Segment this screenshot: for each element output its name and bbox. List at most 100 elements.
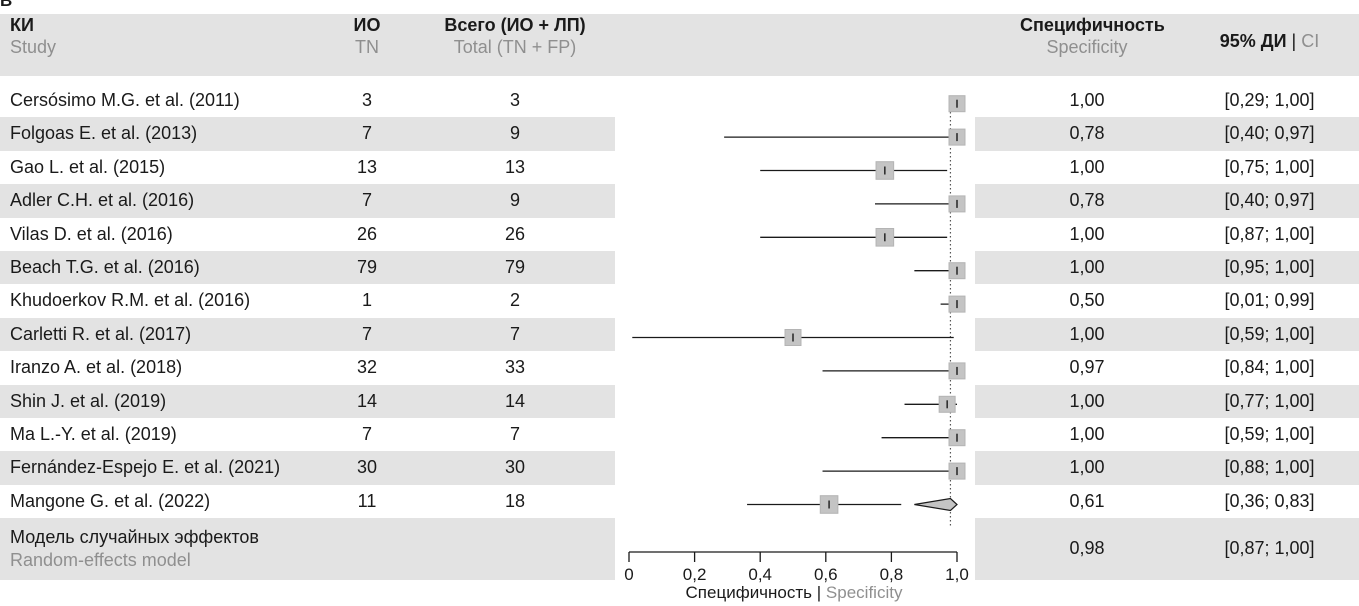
study-name: Cersósimo M.G. et al. (2011) [10,90,240,110]
summary-diamond [914,497,958,512]
table-row: Carletti R. et al. (2017) 7 7 1,00 [0,59; 1,… [0,317,1359,352]
ci-value: [0,75; 1,00] [1224,156,1315,177]
specificity-value: 1,00 [1069,457,1105,478]
ci-value: [0,01; 0,99] [1224,290,1315,311]
table-row: Vilas D. et al. (2016) 26 26 1,00 [0,87; 1,0… [0,218,1359,251]
table-row: Folgoas E. et al. (2013) 7 9 0,78 [0,40; 0,9… [0,117,1359,151]
specificity-value: 0,78 [1069,123,1105,144]
model-band-left [0,518,615,580]
ci-value: [0,84; 1,00] [1224,357,1315,378]
ci-value: [0,36; 0,83] [1224,490,1315,511]
ci-value: [0,88; 1,00] [1224,457,1315,478]
ci-value: [0,95; 1,00] [1224,257,1315,277]
specificity-value: 0,61 [1069,490,1105,511]
study-name: Iranzo A. et al. (2018) [10,357,183,378]
study-name: Folgoas E. et al. (2013) [10,123,198,144]
model-ci: [0,87; 1,00] [1224,538,1315,558]
tn-value: 1 [361,290,372,311]
tn-value: 11 [357,490,377,511]
tn-value: 32 [356,357,378,378]
row-band-left [0,317,615,352]
tn-value: 7 [361,190,372,211]
model-band-right [975,518,1359,580]
tn-value: 14 [356,390,378,411]
study-name: Vilas D. et al. (2016) [10,223,173,244]
table-row: Adler C.H. et al. (2016) 7 9 0,78 [0,40; 0,9… [0,184,1359,218]
x-tick-label: 0,6 [814,565,838,584]
total-value: 79 [504,257,526,277]
table-row: Beach T.G. et al. (2016) 79 79 1,00 [0,95; 1… [0,251,1359,285]
row-band-right [975,384,1359,418]
header-total: Всего (ИО + ЛП) Total (TN + FP) [444,15,586,57]
ci-value: [0,87; 1,00] [1224,223,1315,244]
panel-label: B [0,0,13,10]
x-tick-label: 0,8 [880,565,904,584]
table-row: Cersósimo M.G. et al. (2011) 3 3 1,00 [0,29;… [0,84,1359,117]
total-value: 3 [509,90,520,110]
row-band-right [975,251,1359,285]
total-value: 9 [509,123,520,144]
study-name: Carletti R. et al. (2017) [10,323,192,344]
total-value: 9 [509,190,520,211]
table-row: Shin J. et al. (2019) 14 14 1,00 [0,77; 1,00… [0,384,1359,418]
ci-value: [0,40; 0,97] [1224,190,1315,211]
tn-value: 7 [361,123,372,144]
specificity-value: 0,50 [1069,290,1105,311]
study-name: Mangone G. et al. (2022) [10,490,211,511]
specificity-value: 1,00 [1069,390,1105,411]
total-value: 2 [509,290,520,311]
specificity-value: 1,00 [1069,424,1105,444]
ci-value: [0,77; 1,00] [1224,390,1315,411]
total-value: 14 [504,390,526,411]
specificity-value: 1,00 [1069,90,1105,110]
row-band-right [975,184,1359,218]
specificity-value: 0,97 [1069,357,1105,378]
table-row: Fernández-Espejo E. et al. (2021) 30 30 1,0… [0,451,1359,485]
study-name: Adler C.H. et al. (2016) [10,190,195,211]
row-band-left [0,184,615,218]
tn-value: 79 [356,257,378,277]
row-band-right [975,317,1359,352]
header-specificity: Специфичность Specificity [1020,15,1165,57]
study-name: Khudoerkov R.M. et al. (2016) [10,290,251,311]
row-band-left [0,384,615,418]
specificity-value: 1,00 [1069,223,1105,244]
specificity-value: 1,00 [1069,156,1105,177]
total-value: 30 [504,457,526,478]
tn-value: 3 [361,90,372,110]
row-band-right [975,451,1359,485]
x-axis-label: Специфичность | Specificity [685,583,903,602]
table-row: Iranzo A. et al. (2018) 32 33 0,97 [0,84; 1,… [0,351,1359,384]
row-band-left [0,251,615,285]
table-row: Gao L. et al. (2015) 13 13 1,00 [0,75; 1,00] [0,151,1359,184]
specificity-value: 1,00 [1069,257,1105,277]
header-ci: 95% ДИ | CI [1219,31,1320,51]
specificity-value: 0,78 [1069,190,1105,211]
x-tick-label: 0 [624,565,633,584]
x-tick-label: 0,2 [683,565,707,584]
ci-value: [0,40; 0,97] [1224,123,1315,144]
model-label: Модель случайных эффектов [10,527,259,547]
row-band-left [0,117,615,151]
header-tn: ИО TN [353,15,381,57]
model-label-en: Random-effects model [10,550,191,570]
model-specificity: 0,98 [1069,538,1105,558]
row-band-left [0,451,615,485]
study-name: Gao L. et al. (2015) [10,156,166,177]
tn-value: 7 [361,323,372,344]
row-band-right [975,117,1359,151]
ci-value: [0,59; 1,00] [1224,424,1315,444]
total-value: 7 [509,424,520,444]
table-row: Ma L.-Y. et al. (2019) 7 7 1,00 [0,59; 1,00] [0,418,1359,451]
total-value: 13 [504,156,526,177]
study-name: Beach T.G. et al. (2016) [10,257,200,277]
table-row: Khudoerkov R.M. et al. (2016) 1 2 0,50 [0,01… [0,284,1359,317]
total-value: 7 [509,323,520,344]
table-header [0,14,1359,76]
tn-value: 7 [361,424,372,444]
model-row: Модель случайных эффектов Random-effects… [0,518,1359,580]
header-study: КИ Study [10,15,57,57]
tn-value: 13 [356,156,378,177]
x-tick-label: 0,4 [748,565,772,584]
